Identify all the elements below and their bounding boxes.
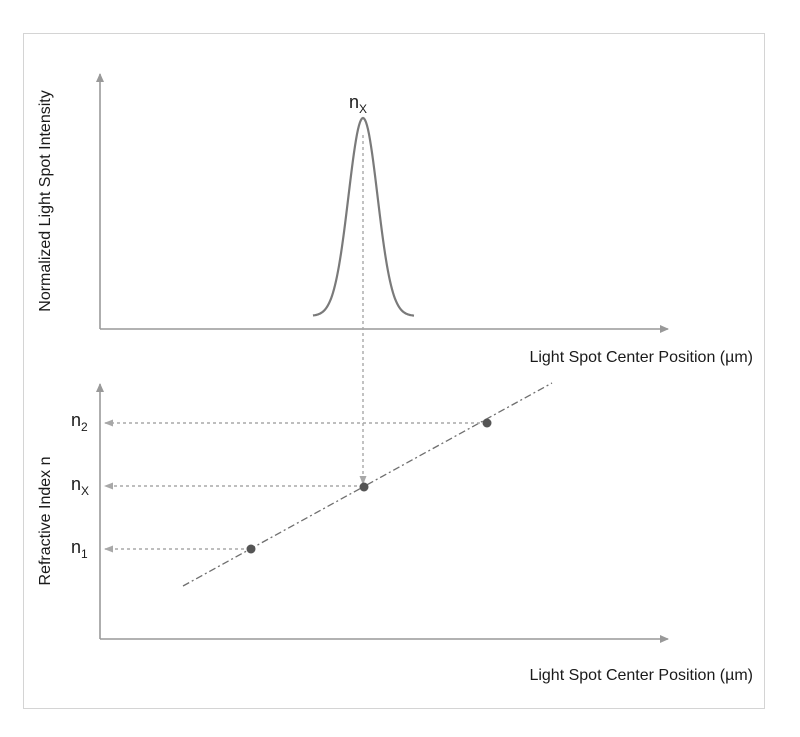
bottom-y-axis-title: Refractive Index n [37, 457, 54, 586]
point-nx [359, 482, 369, 492]
point-n1 [246, 544, 256, 554]
peak-label: nX [349, 92, 367, 116]
top-x-axis-title: Light Spot Center Position (µm) [529, 349, 753, 366]
bottom-x-axis-title: Light Spot Center Position (µm) [529, 667, 753, 684]
top-y-axis-title: Normalized Light Spot Intensity [37, 90, 54, 311]
top-panel: nX Normalized Light Spot Intensity Light… [37, 73, 753, 366]
label-nx: nX [71, 474, 89, 498]
peak-label-main: n [349, 92, 359, 112]
peak-label-sub: X [359, 102, 367, 116]
label-n1: n1 [71, 537, 88, 561]
label-n2: n2 [71, 410, 88, 434]
intensity-peak-curve [312, 116, 415, 317]
bottom-panel: n2 nX n1 Refractive Index n Light Spot C… [37, 382, 753, 684]
point-n2 [482, 418, 492, 428]
figure-frame [23, 33, 765, 709]
